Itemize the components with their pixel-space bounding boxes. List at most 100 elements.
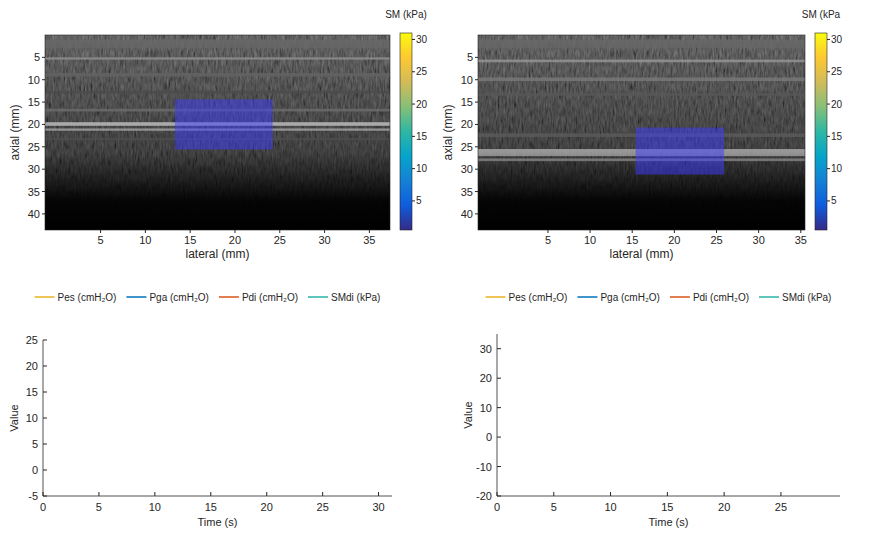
y-tick-label: 10 bbox=[461, 74, 473, 86]
colorbar-tick-label: 10 bbox=[831, 163, 843, 174]
x-tick-label: 15 bbox=[626, 234, 638, 246]
x-tick bbox=[547, 230, 548, 233]
y-tick-label: 40 bbox=[461, 208, 473, 220]
axes-frame bbox=[478, 35, 805, 230]
y-tick-label: -5 bbox=[28, 490, 38, 502]
y-tick bbox=[43, 444, 47, 445]
x-tick-label: 15 bbox=[205, 501, 217, 513]
y-tick-label: -20 bbox=[476, 490, 492, 502]
colorbar-tick bbox=[827, 71, 830, 72]
x-tick bbox=[98, 492, 99, 496]
legend-swatch bbox=[35, 296, 55, 298]
x-tick-label: 20 bbox=[229, 234, 241, 246]
y-tick bbox=[497, 407, 501, 408]
x-tick bbox=[43, 492, 44, 496]
legend-swatch bbox=[670, 296, 690, 298]
x-axis bbox=[43, 496, 392, 497]
x-tick-label: 5 bbox=[551, 501, 557, 513]
x-tick bbox=[553, 492, 554, 496]
x-axis bbox=[497, 496, 840, 497]
x-tick-label: 25 bbox=[274, 234, 286, 246]
y-tick bbox=[42, 169, 45, 170]
legend-swatch bbox=[126, 296, 146, 298]
colorbar-tick bbox=[827, 39, 830, 40]
x-axis-title: lateral (mm) bbox=[185, 247, 249, 261]
y-tick-label: 5 bbox=[34, 51, 40, 63]
x-tick bbox=[667, 492, 668, 496]
legend-swatch bbox=[219, 296, 239, 298]
roi-overlay bbox=[175, 99, 273, 149]
x-tick bbox=[266, 492, 267, 496]
x-tick bbox=[279, 230, 280, 233]
legend-swatch bbox=[308, 296, 328, 298]
roi-overlay bbox=[636, 128, 724, 175]
y-tick-label: 20 bbox=[461, 118, 473, 130]
y-tick-label: 10 bbox=[28, 74, 40, 86]
y-tick bbox=[475, 191, 478, 192]
y-axis-title: axial (mm) bbox=[441, 104, 455, 160]
y-tick bbox=[42, 79, 45, 80]
x-tick-label: 20 bbox=[668, 234, 680, 246]
colorbar-tick-label: 20 bbox=[416, 99, 428, 110]
x-tick bbox=[234, 230, 235, 233]
y-tick-label: 10 bbox=[26, 412, 38, 424]
ultrasound-speckle bbox=[478, 35, 805, 230]
x-axis-title: lateral (mm) bbox=[609, 247, 673, 261]
y-tick bbox=[43, 496, 47, 497]
x-tick-label: 25 bbox=[710, 234, 722, 246]
y-tick-label: 5 bbox=[467, 51, 473, 63]
y-tick-label: 20 bbox=[26, 360, 38, 372]
x-tick-label: 10 bbox=[149, 501, 161, 513]
x-tick bbox=[378, 492, 379, 496]
y-tick bbox=[42, 213, 45, 214]
x-tick bbox=[632, 230, 633, 233]
y-axis-title: axial (mm) bbox=[8, 104, 22, 160]
y-axis-title: Value bbox=[8, 404, 20, 431]
x-tick-label: 35 bbox=[795, 234, 807, 246]
depth-fade bbox=[478, 35, 805, 230]
x-tick-label: 35 bbox=[363, 234, 375, 246]
y-tick bbox=[475, 57, 478, 58]
y-tick bbox=[475, 169, 478, 170]
x-tick-label: 5 bbox=[545, 234, 551, 246]
y-tick-label: 0 bbox=[486, 431, 492, 443]
y-tick-label: 0 bbox=[32, 464, 38, 476]
x-tick bbox=[800, 230, 801, 233]
ultrasound-bg bbox=[478, 35, 805, 230]
depth-fade bbox=[45, 35, 390, 230]
x-tick bbox=[100, 230, 101, 233]
x-tick-label: 25 bbox=[317, 501, 329, 513]
x-tick-label: 20 bbox=[718, 501, 730, 513]
x-tick bbox=[716, 230, 717, 233]
y-axis bbox=[497, 334, 498, 496]
y-tick-label: 5 bbox=[32, 438, 38, 450]
x-tick bbox=[610, 492, 611, 496]
legend-label: Pes (cmH₂O) bbox=[509, 292, 568, 303]
colorbar-tick-label: 15 bbox=[831, 131, 843, 142]
y-tick bbox=[43, 340, 47, 341]
y-tick bbox=[497, 466, 501, 467]
x-tick bbox=[758, 230, 759, 233]
y-tick bbox=[497, 378, 501, 379]
image-area bbox=[45, 35, 390, 230]
y-tick-label: 15 bbox=[26, 386, 38, 398]
y-tick-label: 35 bbox=[461, 186, 473, 198]
y-tick bbox=[497, 348, 501, 349]
legend-label: Pdi (cmH₂O) bbox=[242, 292, 298, 303]
colorbar-tick bbox=[412, 104, 415, 105]
y-tick-label: 30 bbox=[28, 163, 40, 175]
x-tick-label: 10 bbox=[584, 234, 596, 246]
y-tick bbox=[475, 102, 478, 103]
x-tick-label: 10 bbox=[604, 501, 616, 513]
legend-label: Pdi (cmH₂O) bbox=[693, 292, 749, 303]
y-tick-label: 20 bbox=[28, 118, 40, 130]
ultrasound-speckle bbox=[45, 35, 390, 230]
y-tick-label: 35 bbox=[28, 186, 40, 198]
y-tick bbox=[497, 437, 501, 438]
colorbar-tick-label: 10 bbox=[416, 163, 428, 174]
x-axis-title: Time (s) bbox=[198, 516, 238, 528]
colorbar-tick bbox=[412, 39, 415, 40]
colorbar-tick bbox=[827, 136, 830, 137]
y-tick-label: 25 bbox=[26, 334, 38, 346]
colorbar-tick-label: 30 bbox=[831, 34, 843, 45]
